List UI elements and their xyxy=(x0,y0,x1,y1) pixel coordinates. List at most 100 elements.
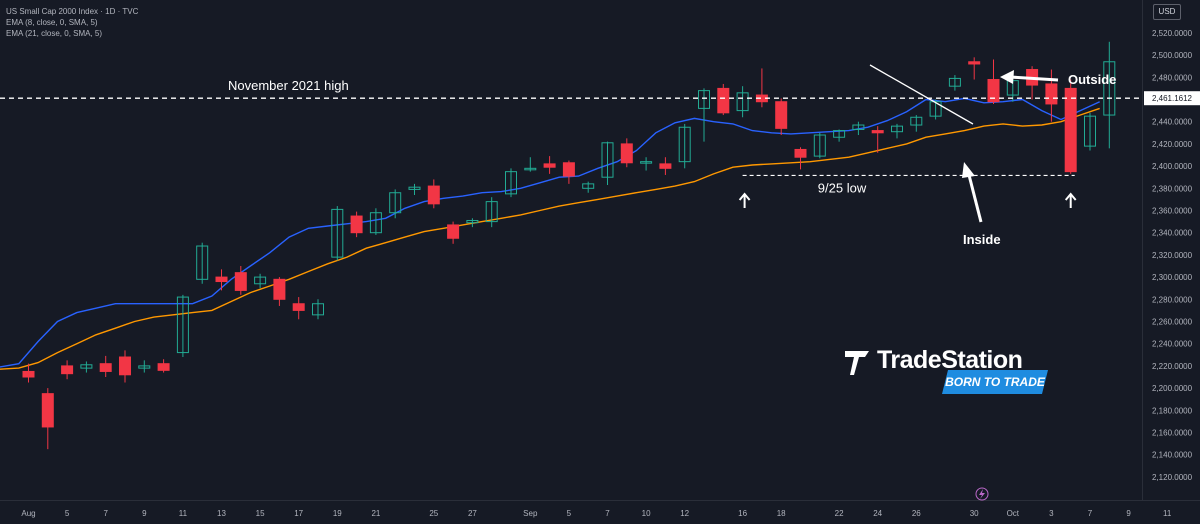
candle-down xyxy=(234,266,247,295)
candle-up xyxy=(891,123,903,139)
currency-button[interactable]: USD xyxy=(1153,4,1181,20)
time-axis: Aug 5 7 9 11 13 15 17 19 21 25 27 Sep 5 7 10 12 16 18 22 24 2… xyxy=(0,500,1200,518)
ema21-legend: EMA (21, close, 0, SMA, 5) xyxy=(6,29,103,38)
time-tick-label: 5 xyxy=(567,509,572,518)
candle-body xyxy=(369,212,382,234)
candle-down xyxy=(22,363,35,383)
price-tick-label: 2,520.0000 xyxy=(1152,29,1193,38)
price-marker-label: 2,461.1612 xyxy=(1152,94,1193,103)
candle-body xyxy=(427,185,440,205)
candle-body xyxy=(601,142,614,178)
candle-body xyxy=(678,126,691,163)
candle-down xyxy=(620,138,633,168)
candle-down xyxy=(41,388,54,450)
price-tick-label: 2,220.0000 xyxy=(1152,362,1193,371)
ema8-legend: EMA (8, close, 0, SMA, 5) xyxy=(6,18,98,27)
candle-body xyxy=(910,116,923,126)
candle-up xyxy=(505,168,517,198)
candle-up xyxy=(813,132,826,159)
candle-down xyxy=(775,98,788,136)
candle-up xyxy=(736,86,749,118)
candle-down xyxy=(794,147,807,170)
candle-body xyxy=(505,171,517,195)
candle-up xyxy=(80,361,93,373)
candle-body xyxy=(524,167,537,171)
candle-up xyxy=(640,157,653,171)
price-tick-label: 2,200.0000 xyxy=(1152,384,1193,393)
time-tick-label: 21 xyxy=(371,509,380,518)
candle-down xyxy=(1064,79,1077,174)
brand-name: TradeStation xyxy=(877,346,1023,374)
candle-down xyxy=(119,350,131,383)
time-tick-label: Aug xyxy=(21,509,35,518)
candle-body xyxy=(176,296,189,354)
time-tick-label: 18 xyxy=(777,509,786,518)
time-tick-label: 7 xyxy=(103,509,108,518)
candle-body xyxy=(562,162,575,177)
candle-body xyxy=(929,101,942,117)
candle-body xyxy=(987,79,1000,103)
price-tick-label: 2,120.0000 xyxy=(1152,473,1193,482)
nov-2021-high-label: November 2021 high xyxy=(228,78,349,93)
candle-down xyxy=(755,68,768,108)
price-tick-label: 2,500.0000 xyxy=(1152,51,1193,60)
candle-up xyxy=(1103,41,1116,149)
time-tick-label: 16 xyxy=(738,509,747,518)
candle-down xyxy=(427,179,440,209)
price-tick-label: 2,140.0000 xyxy=(1152,451,1193,460)
candle-body xyxy=(138,365,151,369)
candle-up xyxy=(369,208,382,235)
time-tick-label: 22 xyxy=(835,509,844,518)
time-tick-label: 19 xyxy=(333,509,342,518)
candle-up xyxy=(833,129,846,142)
candle-up xyxy=(910,115,923,132)
candle-body xyxy=(350,215,363,234)
candle-body xyxy=(157,363,170,371)
time-tick-label: 30 xyxy=(970,509,979,518)
candle-body xyxy=(80,364,93,369)
candle-body xyxy=(871,130,884,134)
price-tick-label: 2,160.0000 xyxy=(1152,429,1193,438)
candle-body xyxy=(447,224,460,239)
inside-arrow-icon xyxy=(962,162,983,223)
candle-body xyxy=(99,363,112,372)
price-tick-label: 2,480.0000 xyxy=(1152,73,1193,82)
time-tick-label: 27 xyxy=(468,509,477,518)
trendline xyxy=(869,64,974,125)
outside-arrow-icon xyxy=(1000,70,1059,84)
ema21-line xyxy=(0,107,1100,370)
time-tick-label: Sep xyxy=(523,509,538,518)
candle-body xyxy=(466,219,479,224)
candle-down xyxy=(717,83,730,116)
candle-up xyxy=(678,123,691,169)
brand-tagline: BORN TO TRADE xyxy=(945,375,1045,389)
candles xyxy=(22,41,1116,450)
candle-down xyxy=(215,269,228,291)
candle-body xyxy=(813,134,826,157)
price-marker-bg xyxy=(1144,91,1200,106)
outside-label: Outside xyxy=(1068,72,1116,87)
candle-body xyxy=(775,101,788,129)
chart-legend: US Small Cap 2000 Index · 1D · TVC EMA (… xyxy=(6,6,138,39)
time-tick-label: 7 xyxy=(1088,509,1093,518)
event-lightning-icon xyxy=(975,487,989,501)
price-tick-label: 2,340.0000 xyxy=(1152,229,1193,238)
candle-body xyxy=(41,393,54,428)
price-tick-label: 2,260.0000 xyxy=(1152,318,1193,327)
candle-body xyxy=(119,356,131,376)
candle-body xyxy=(543,163,556,168)
candle-body xyxy=(948,77,961,87)
price-tick-label: 2,280.0000 xyxy=(1152,295,1193,304)
price-tick-label: 2,320.0000 xyxy=(1152,251,1193,260)
time-tick-label: Oct xyxy=(1007,509,1020,518)
time-tick-label: 7 xyxy=(605,509,610,518)
ema8-line xyxy=(0,97,1100,368)
tradestation-logo: TradeStation BORN TO TRADE xyxy=(843,346,1063,406)
candle-body xyxy=(1084,115,1096,147)
candle-body xyxy=(698,90,710,109)
price-tick-label: 2,400.0000 xyxy=(1152,162,1193,171)
candle-body xyxy=(331,208,344,258)
candle-down xyxy=(350,211,363,238)
candle-up xyxy=(466,218,479,228)
